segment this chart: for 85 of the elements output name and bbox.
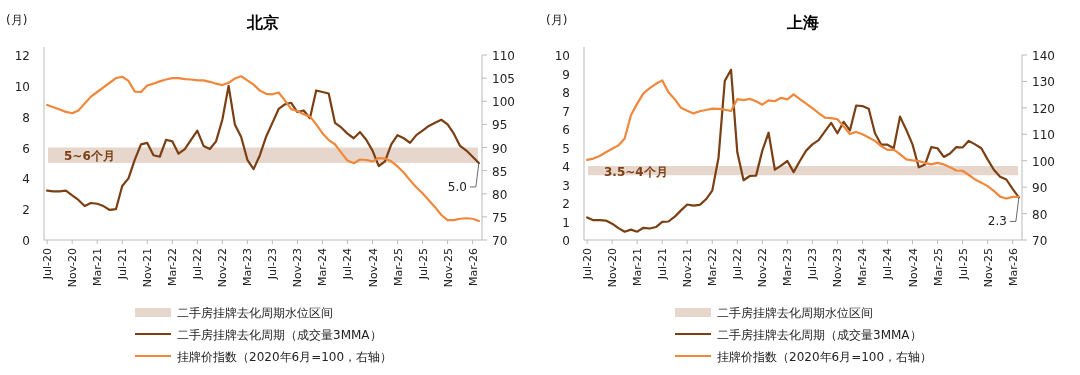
y2-tick-label: 75: [492, 210, 508, 225]
y2-tick-label: 80: [492, 187, 508, 202]
y-tick-label: 6: [22, 141, 30, 156]
x-tick-label: Mar-23: [241, 248, 255, 287]
y-axis-title: (月): [546, 13, 568, 27]
x-tick-label: Jul-25: [416, 248, 430, 281]
x-tick-label: Mar-24: [856, 248, 870, 287]
y2-tick-label: 85: [492, 164, 508, 179]
x-tick-label: Mar-23: [781, 248, 795, 287]
x-tick-label: Jul-20: [41, 248, 55, 281]
y-tick-label: 2: [22, 203, 30, 218]
x-tick-label: Mar-25: [931, 248, 945, 287]
x-tick-label: Mar-22: [706, 248, 720, 287]
chart-title: 北京: [246, 13, 279, 32]
x-tick-label: Nov-21: [141, 248, 155, 288]
y-tick-label: 7: [562, 104, 570, 119]
y-tick-label: 0: [22, 234, 30, 248]
x-tick-label: Jul-23: [806, 248, 820, 281]
x-tick-label: Jul-22: [731, 248, 745, 281]
y2-tick-label: 70: [1032, 234, 1048, 248]
y2-tick-label: 110: [1032, 128, 1055, 143]
x-tick-label: Jul-22: [191, 248, 205, 281]
y-tick-label: 4: [562, 160, 570, 174]
y2-tick-label: 90: [492, 141, 508, 156]
x-tick-label: Mar-24: [316, 248, 330, 287]
annotation: 2.3: [987, 214, 1007, 229]
x-tick-label: Mar-25: [391, 248, 405, 287]
x-tick-label: Nov-25: [441, 248, 455, 288]
x-tick-label: Jul-24: [881, 248, 895, 281]
y2-tick-label: 100: [1032, 154, 1055, 169]
y-tick-label: 6: [562, 123, 570, 137]
x-tick-label: Nov-24: [366, 248, 380, 288]
x-tick-label: Mar-22: [166, 248, 180, 287]
y2-tick-label: 120: [1032, 101, 1055, 116]
annotation: 5~6个月: [64, 149, 115, 164]
y2-tick-label: 70: [492, 234, 508, 248]
x-tick-label: Nov-24: [906, 248, 920, 288]
y-axis-title: (月): [6, 13, 28, 27]
x-tick-label: Jul-20: [581, 248, 595, 281]
y2-tick-label: 80: [1032, 207, 1048, 222]
y-tick-label: 9: [562, 67, 570, 82]
y-tick-label: 4: [22, 172, 30, 187]
x-tick-label: Nov-21: [681, 248, 695, 288]
x-tick-label: Nov-23: [291, 248, 305, 288]
x-tick-label: Nov-23: [831, 248, 845, 288]
x-tick-label: Nov-25: [981, 248, 995, 288]
annotation: 3.5~4个月: [604, 164, 668, 179]
legend-label: 挂牌价指数（2020年6月=100，右轴）: [177, 350, 393, 364]
y2-tick-label: 90: [1032, 181, 1048, 196]
x-tick-label: Nov-22: [756, 248, 770, 288]
y-tick-label: 0: [562, 234, 570, 248]
y-tick-label: 5: [562, 141, 570, 156]
x-tick-label: Mar-26: [1006, 248, 1020, 287]
legend-label: 二手房挂牌去化周期水位区间: [717, 306, 873, 320]
y-tick-label: 12: [14, 49, 30, 63]
y2-tick-label: 140: [1032, 49, 1055, 63]
y-tick-label: 1: [562, 215, 570, 230]
annotation: 5.0: [447, 179, 467, 194]
x-tick-label: Jul-25: [956, 248, 970, 281]
y-tick-label: 8: [22, 110, 30, 125]
legend-label: 二手房挂牌去化周期（成交量3MMA）: [717, 328, 922, 342]
y-tick-label: 8: [562, 86, 570, 100]
chart-title: 上海: [786, 13, 819, 32]
x-tick-label: Jul-21: [656, 248, 670, 281]
y-tick-label: 10: [554, 49, 570, 63]
x-tick-label: Jul-23: [266, 248, 280, 281]
y-tick-label: 2: [562, 197, 570, 211]
x-tick-label: Nov-20: [66, 248, 80, 288]
y2-tick-label: 95: [492, 118, 508, 133]
legend-label: 挂牌价指数（2020年6月=100，右轴）: [717, 350, 933, 364]
x-tick-label: Mar-21: [631, 248, 645, 287]
y2-tick-label: 100: [492, 95, 515, 110]
y2-tick-label: 110: [492, 49, 515, 63]
x-tick-label: Jul-21: [116, 248, 130, 281]
legend-label: 二手房挂牌去化周期（成交量3MMA）: [177, 328, 382, 342]
x-tick-label: Nov-22: [216, 248, 230, 288]
x-tick-label: Nov-20: [606, 248, 620, 288]
x-tick-label: Jul-24: [341, 248, 355, 281]
x-tick-label: Mar-26: [466, 248, 480, 287]
y-tick-label: 3: [562, 178, 570, 193]
x-tick-label: Mar-21: [91, 248, 105, 287]
y-tick-label: 10: [14, 79, 30, 94]
y2-tick-label: 130: [1032, 75, 1055, 90]
y2-tick-label: 105: [492, 72, 515, 87]
legend-label: 二手房挂牌去化周期水位区间: [177, 306, 333, 320]
